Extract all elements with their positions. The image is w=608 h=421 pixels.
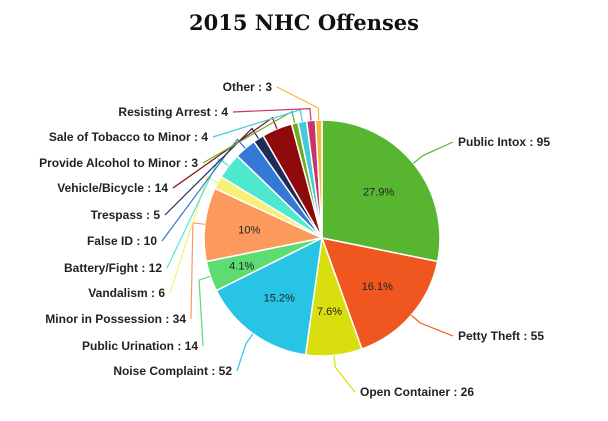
pct-petty-theft: 16.1% (362, 281, 393, 293)
leader-false-id (161, 138, 246, 242)
label-vehicle-bicycle: Vehicle/Bicycle : 14 (57, 181, 168, 195)
pct-minor-in-possession: 10% (238, 225, 260, 237)
leader-open-container (333, 355, 356, 393)
label-open-container: Open Container : 26 (360, 385, 474, 399)
percent-labels: 27.9% 16.1% 7.6% 15.2% 4.1% 10% (229, 187, 394, 318)
pct-noise-complaint: 15.2% (264, 292, 295, 304)
leader-trespass (164, 127, 260, 216)
leader-minor-in-possession (190, 222, 205, 320)
leader-public-urination (198, 275, 211, 347)
slice-minor-in-possession (203, 187, 325, 263)
leader-public-intox (413, 141, 454, 164)
pct-public-urination: 4.1% (229, 261, 254, 273)
label-petty-theft: Petty Theft : 55 (458, 329, 544, 343)
leader-resisting-arrest (232, 107, 312, 121)
label-minor-in-possession: Minor in Possession : 34 (45, 312, 186, 326)
leader-lines (161, 86, 454, 393)
leader-noise-complaint (236, 333, 254, 372)
leader-sale-of-tobacco-to-minor (212, 109, 303, 138)
pie-slices (203, 119, 441, 357)
leader-other (276, 86, 320, 121)
pct-open-container: 7.6% (317, 306, 342, 318)
label-battery-fight: Battery/Fight : 12 (64, 261, 162, 275)
label-resisting-arrest: Resisting Arrest : 4 (118, 105, 228, 119)
label-other: Other : 3 (223, 80, 273, 94)
slice-other (314, 119, 323, 239)
chart-title: 2015 NHC Offenses (189, 10, 419, 35)
label-sale-of-tobacco-to-minor: Sale of Tobacco to Minor : 4 (49, 130, 208, 144)
label-false-id: False ID : 10 (87, 234, 157, 248)
label-provide-alcohol-to-minor: Provide Alcohol to Minor : 3 (39, 156, 198, 170)
label-vandalism: Vandalism : 6 (88, 286, 165, 300)
label-public-urination: Public Urination : 14 (82, 339, 198, 353)
leader-battery-fight (166, 157, 229, 269)
label-public-intox: Public Intox : 95 (458, 135, 550, 149)
leader-provide-alcohol-to-minor (202, 110, 296, 164)
slice-labels: Public Intox : 95 Petty Theft : 55 Open Co… (39, 80, 550, 399)
slice-public-intox (321, 119, 441, 263)
label-trespass: Trespass : 5 (91, 208, 161, 222)
pct-public-intox: 27.9% (363, 187, 394, 199)
leader-petty-theft (410, 314, 454, 337)
leader-vehicle-bicycle (172, 116, 278, 189)
label-noise-complaint: Noise Complaint : 52 (113, 364, 232, 378)
slice-noise-complaint (215, 236, 323, 356)
leader-vandalism (169, 176, 219, 294)
